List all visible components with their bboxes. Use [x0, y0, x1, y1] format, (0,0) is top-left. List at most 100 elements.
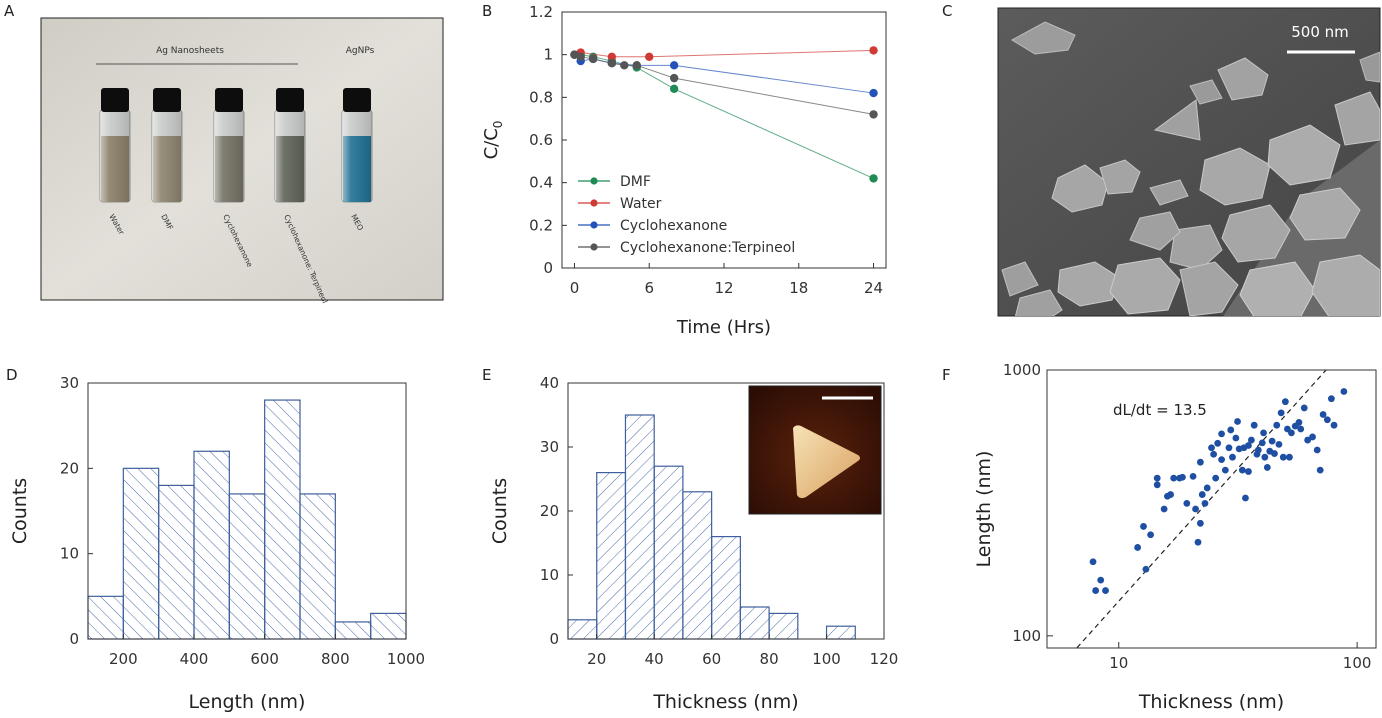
- data-point: [1140, 523, 1147, 530]
- platelet: [1311, 254, 1380, 316]
- x-tick-label: 12: [714, 279, 733, 297]
- y-tick-label: 40: [540, 374, 559, 392]
- data-point: [1097, 576, 1105, 584]
- data-point: [1245, 442, 1252, 449]
- x-tick-label: 24: [864, 279, 883, 297]
- x-tick-label: 18: [789, 279, 808, 297]
- data-point: [1194, 538, 1202, 546]
- platelet: [1359, 51, 1380, 83]
- vial-highlight: [152, 110, 182, 202]
- data-point: [1153, 474, 1161, 482]
- data-point: [1160, 505, 1168, 513]
- data-point: [1218, 430, 1225, 438]
- legend-marker: [590, 177, 598, 185]
- data-point: [645, 52, 654, 61]
- data-point: [1203, 484, 1211, 492]
- data-point: [1309, 433, 1316, 441]
- data-point: [1196, 458, 1204, 466]
- y-tick-label: 0: [69, 630, 79, 648]
- vial-highlight: [214, 110, 244, 202]
- data-point: [1313, 446, 1321, 454]
- data-point: [1167, 491, 1174, 498]
- x-tick-label: 120: [870, 650, 899, 668]
- data-point: [620, 61, 629, 70]
- group1-label: Ag Nanosheets: [156, 46, 224, 56]
- data-point: [1247, 436, 1255, 444]
- histogram-bar: [739, 606, 770, 640]
- data-point: [1198, 491, 1206, 498]
- panel-label-f: F: [942, 366, 951, 384]
- x-tick-label: 0: [570, 279, 580, 297]
- data-point: [1189, 472, 1197, 480]
- data-point: [869, 88, 878, 98]
- histogram-bar: [653, 465, 684, 640]
- data-point: [1210, 450, 1218, 458]
- y-tick-label: 30: [60, 374, 79, 392]
- data-point: [1261, 453, 1269, 461]
- x-tick-label: 10: [1109, 654, 1128, 672]
- plot-frame: [1046, 369, 1377, 649]
- data-point: [1245, 468, 1252, 475]
- histogram-bar: [193, 450, 230, 640]
- data-point: [1250, 421, 1258, 429]
- y-tick-label: 0: [549, 630, 559, 648]
- vial-cap-icon: [101, 88, 129, 112]
- histogram-bar: [122, 467, 160, 640]
- data-point: [1179, 473, 1186, 481]
- x-tick-label: 400: [180, 650, 209, 668]
- y-tick-label: 100: [1012, 627, 1041, 645]
- vial-cap-icon: [215, 88, 243, 112]
- vial-highlight: [275, 110, 305, 202]
- platelet: [1267, 124, 1341, 186]
- data-point: [1297, 425, 1305, 433]
- data-point: [576, 52, 585, 61]
- data-point: [1295, 419, 1303, 426]
- y-tick-label: 10: [60, 545, 79, 563]
- data-point: [1288, 429, 1295, 437]
- x-tick-label: 40: [645, 650, 664, 668]
- x-tick-label: 80: [760, 650, 779, 668]
- x-axis-label: Time (Hrs): [676, 317, 771, 338]
- data-point: [1328, 395, 1335, 403]
- x-tick-label: 6: [644, 279, 654, 297]
- platelet: [1169, 224, 1223, 271]
- data-point: [1268, 437, 1276, 445]
- group2-label: AgNPs: [346, 46, 375, 56]
- scale-bar-label: 500 nm: [1291, 23, 1349, 41]
- data-point: [1263, 464, 1271, 471]
- fit-line: [1075, 370, 1327, 648]
- histogram-bar: [624, 414, 655, 640]
- x-tick-label: 100: [1343, 654, 1372, 672]
- platelet: [1129, 211, 1181, 251]
- data-point: [1229, 453, 1236, 461]
- data-point: [869, 174, 878, 183]
- vial-cap-icon: [343, 88, 371, 112]
- panel-label-e: E: [482, 366, 492, 384]
- x-axis-label: Thickness (nm): [652, 691, 798, 713]
- legend-marker: [590, 221, 598, 229]
- legend-label: DMF: [620, 174, 651, 190]
- y-tick-label: 0: [543, 259, 553, 277]
- data-point: [1300, 404, 1308, 412]
- data-point: [1260, 429, 1267, 437]
- platelet: [1010, 21, 1076, 55]
- data-point: [1323, 416, 1331, 424]
- histogram-bar: [370, 612, 407, 640]
- platelet: [1217, 57, 1269, 101]
- y-tick-label: 0.4: [529, 174, 553, 192]
- plot-frame: [87, 382, 407, 640]
- data-point: [869, 46, 878, 55]
- data-point: [1192, 505, 1199, 513]
- data-point: [1214, 439, 1222, 447]
- data-point: [1212, 474, 1220, 482]
- y-tick-label: 1.2: [529, 3, 553, 21]
- x-axis-label: Thickness (nm): [1138, 691, 1284, 713]
- data-point: [1134, 544, 1142, 551]
- data-point: [669, 73, 679, 83]
- x-tick-label: 600: [250, 650, 279, 668]
- data-point: [1286, 453, 1293, 461]
- data-point: [1183, 499, 1191, 507]
- platelet: [1221, 204, 1291, 263]
- x-axis-label: Length (nm): [189, 691, 306, 713]
- x-tick-label: 200: [109, 650, 138, 668]
